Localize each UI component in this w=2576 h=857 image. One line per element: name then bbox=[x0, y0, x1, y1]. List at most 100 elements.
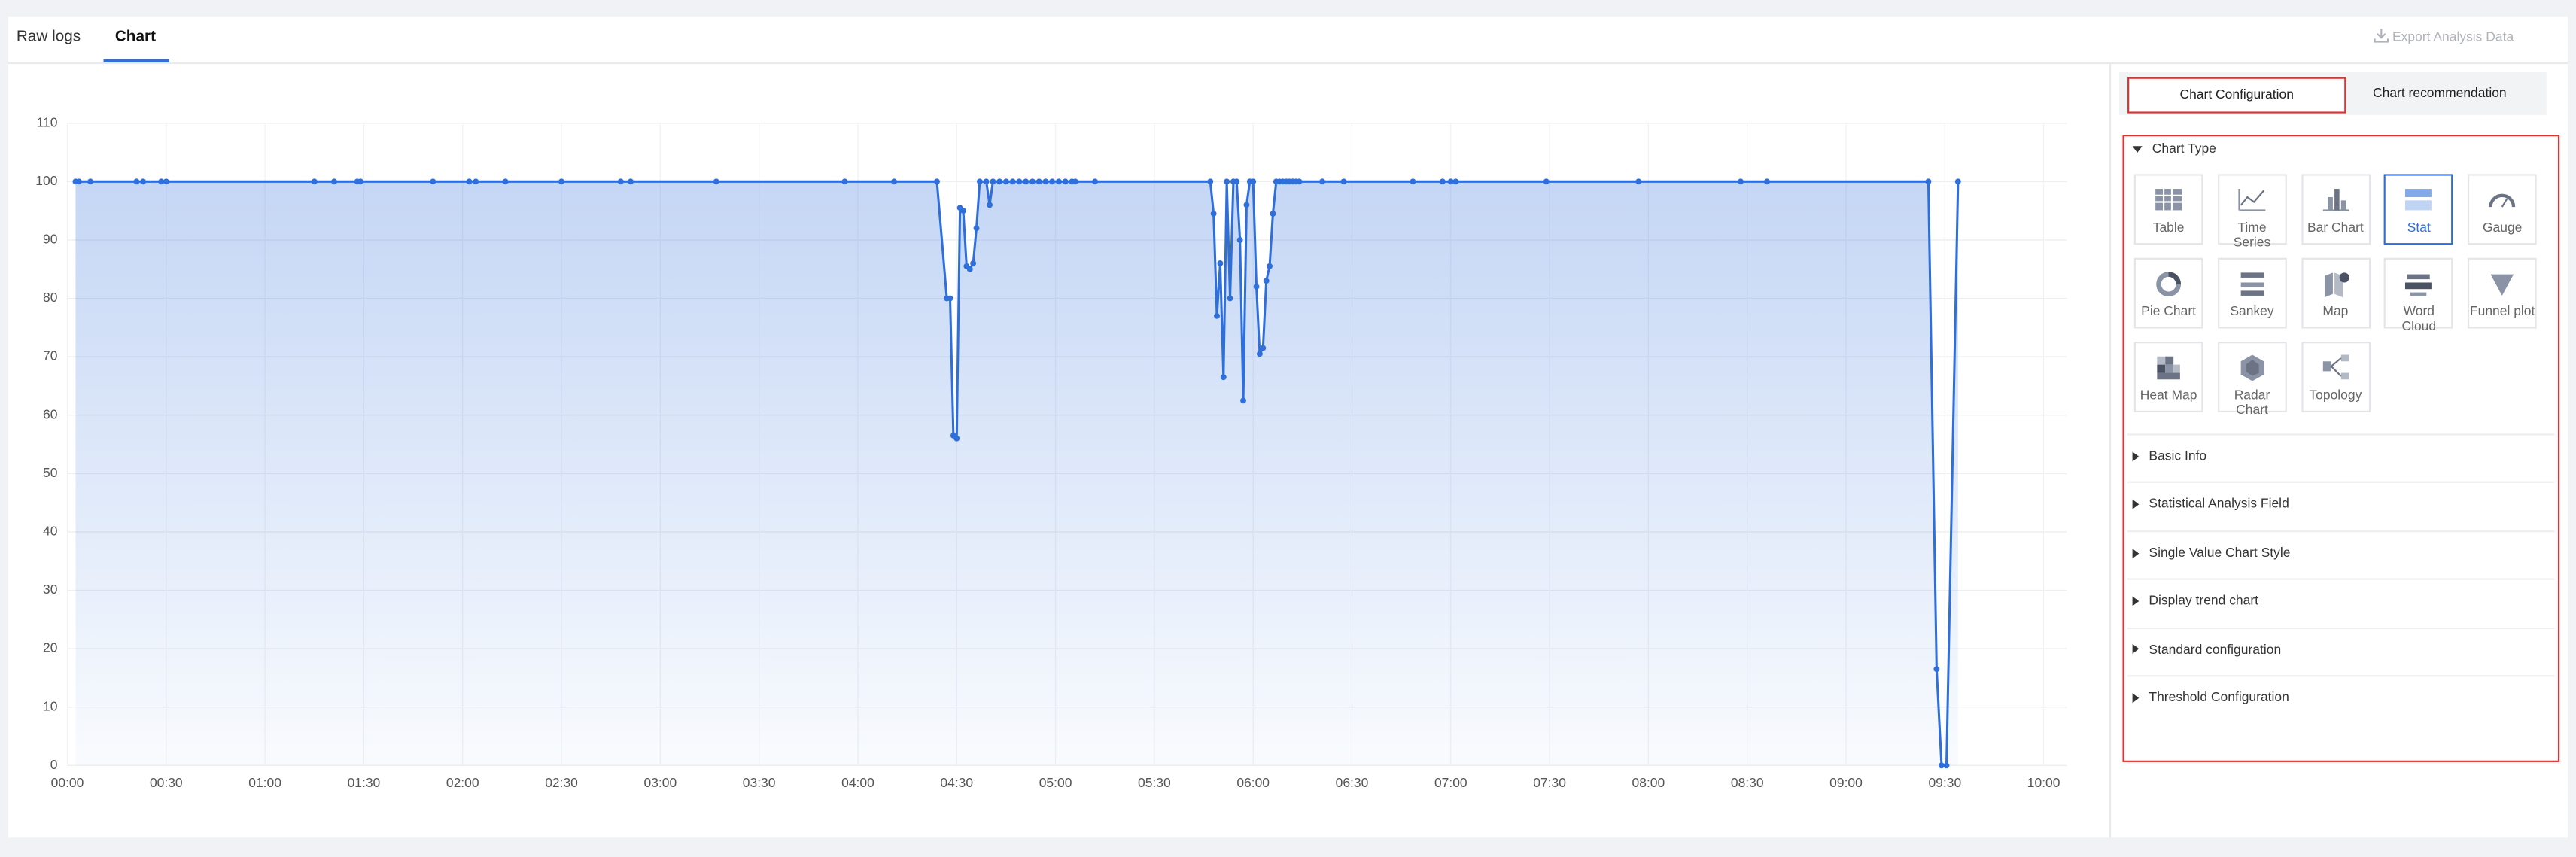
x-tick-label: 01:00 bbox=[248, 775, 281, 790]
x-tick-label: 08:30 bbox=[1731, 775, 1764, 790]
point bbox=[1263, 278, 1270, 284]
y-tick-label: 110 bbox=[37, 114, 58, 129]
point bbox=[1016, 178, 1023, 185]
point bbox=[1072, 178, 1078, 185]
x-tick-label: 04:30 bbox=[940, 775, 973, 790]
point bbox=[1943, 762, 1950, 769]
section-title: Statistical Analysis Field bbox=[2149, 497, 2289, 512]
section-header[interactable]: Statistical Analysis Field bbox=[2127, 497, 2555, 512]
point bbox=[1260, 345, 1267, 351]
chart-type-option[interactable]: Map bbox=[2301, 257, 2371, 329]
x-tick-label: 01:30 bbox=[348, 775, 381, 790]
option-label: Pie Chart bbox=[2141, 303, 2197, 319]
point bbox=[1954, 178, 1961, 185]
point bbox=[891, 178, 898, 185]
point bbox=[1236, 236, 1243, 243]
x-tick-label: 02:00 bbox=[446, 775, 479, 790]
divider bbox=[2127, 578, 2555, 581]
point bbox=[1340, 178, 1347, 185]
option-icon bbox=[2240, 354, 2264, 381]
x-tick-label: 08:00 bbox=[1632, 775, 1665, 790]
x-tick-label: 09:00 bbox=[1829, 775, 1863, 790]
y-tick-label: 40 bbox=[43, 524, 58, 539]
point bbox=[1056, 178, 1062, 185]
point bbox=[1036, 178, 1042, 185]
point bbox=[1210, 211, 1217, 217]
point bbox=[466, 178, 473, 185]
option-icon bbox=[2156, 272, 2181, 297]
point bbox=[502, 178, 509, 185]
config-tab[interactable]: Chart recommendation bbox=[2372, 85, 2507, 101]
section-title: Display trend chart bbox=[2149, 593, 2259, 609]
point bbox=[1224, 178, 1230, 185]
x-tick-label: 10:00 bbox=[2027, 775, 2060, 790]
chart-type-option[interactable]: Radar Chart bbox=[2217, 342, 2287, 417]
point bbox=[1243, 202, 1250, 208]
point bbox=[1939, 762, 1945, 769]
point bbox=[1267, 263, 1273, 269]
section-header[interactable]: Standard configuration bbox=[2127, 641, 2555, 657]
tab[interactable]: Raw logs bbox=[16, 28, 81, 47]
tab-active[interactable]: Chart bbox=[114, 28, 156, 47]
point bbox=[1207, 178, 1214, 185]
point bbox=[1220, 374, 1227, 381]
export-button[interactable]: Export Analysis Data bbox=[2374, 28, 2514, 44]
section-title: Standard configuration bbox=[2149, 641, 2282, 657]
x-tick-label: 05:00 bbox=[1039, 775, 1072, 790]
chart-type-option[interactable]: Funnel plot bbox=[2468, 257, 2538, 329]
section-header[interactable]: Single Value Chart Style bbox=[2127, 545, 2555, 560]
option-icon bbox=[2157, 356, 2180, 380]
point bbox=[1049, 178, 1056, 185]
section-header[interactable]: Display trend chart bbox=[2127, 593, 2555, 608]
point bbox=[1635, 178, 1642, 185]
chart-type-option[interactable]: Table bbox=[2133, 174, 2203, 245]
chart-type-option[interactable]: Heat Map bbox=[2133, 342, 2203, 412]
tab-underline bbox=[103, 59, 169, 62]
y-tick-label: 10 bbox=[43, 698, 58, 713]
area bbox=[75, 181, 1958, 766]
point bbox=[133, 178, 140, 185]
chart-type-option[interactable]: Gauge bbox=[2468, 174, 2538, 245]
chart-type-option[interactable]: Time Series bbox=[2217, 174, 2287, 250]
x-tick-label: 07:00 bbox=[1434, 775, 1467, 790]
section-header[interactable]: Chart Type bbox=[2127, 141, 2555, 156]
x-tick-label: 02:30 bbox=[545, 775, 578, 790]
config-tab-active[interactable]: Chart Configuration bbox=[2127, 77, 2346, 114]
point bbox=[558, 178, 564, 185]
chart-type-option[interactable]: Topology bbox=[2301, 342, 2371, 412]
point bbox=[1253, 284, 1260, 290]
section-header[interactable]: Threshold Configuration bbox=[2127, 690, 2555, 705]
chart-type-option[interactable]: Word Cloud bbox=[2384, 257, 2454, 333]
chart-type-option[interactable]: Bar Chart bbox=[2301, 174, 2371, 245]
point bbox=[1009, 178, 1016, 185]
chart-type-option[interactable]: Pie Chart bbox=[2133, 257, 2203, 329]
divider bbox=[2127, 482, 2555, 484]
point bbox=[617, 178, 624, 185]
option-icon bbox=[2322, 354, 2349, 380]
option-label: Funnel plot bbox=[2469, 303, 2535, 319]
point bbox=[966, 266, 973, 272]
x-tick-label: 09:30 bbox=[1928, 775, 1961, 790]
option-label: Radar Chart bbox=[2234, 387, 2270, 418]
point bbox=[1933, 666, 1940, 673]
highlight-box bbox=[2122, 135, 2560, 762]
y-tick-label: 80 bbox=[43, 290, 58, 305]
point bbox=[1270, 211, 1276, 217]
point bbox=[970, 260, 977, 266]
y-tick-label: 100 bbox=[35, 173, 57, 188]
chart-type-option[interactable]: Stat bbox=[2384, 174, 2454, 245]
point bbox=[1257, 351, 1263, 357]
option-label: Bar Chart bbox=[2307, 220, 2364, 236]
section-title: Basic Info bbox=[2149, 448, 2207, 463]
point bbox=[1240, 397, 1246, 404]
x-tick-label: 05:30 bbox=[1138, 775, 1171, 790]
point bbox=[1092, 178, 1099, 185]
y-tick-label: 90 bbox=[43, 232, 58, 247]
option-label: Sankey bbox=[2230, 303, 2274, 319]
chart-type-option[interactable]: Sankey bbox=[2217, 257, 2287, 329]
option-label: Table bbox=[2152, 220, 2185, 236]
section-header[interactable]: Basic Info bbox=[2127, 448, 2555, 463]
export-label[interactable]: Export Analysis Data bbox=[2392, 29, 2514, 44]
